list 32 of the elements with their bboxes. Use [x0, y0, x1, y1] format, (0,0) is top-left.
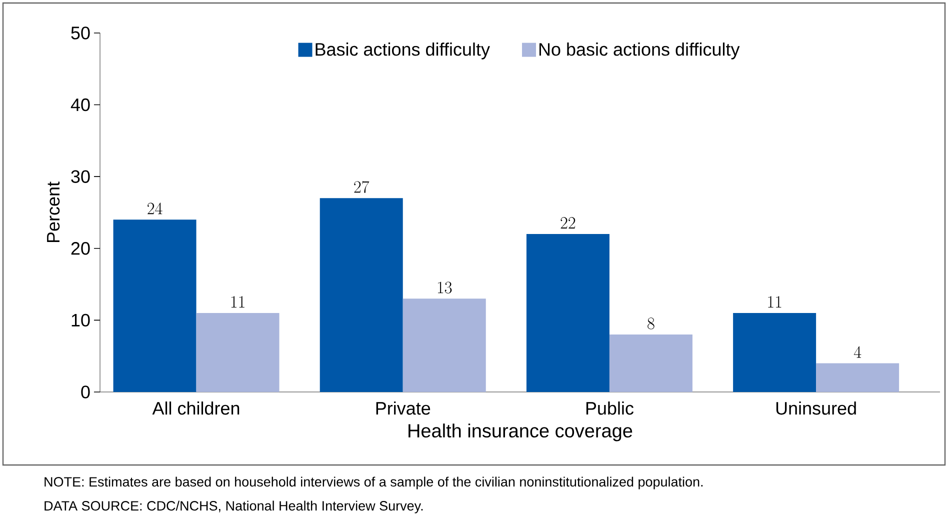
source-note: DATA SOURCE: CDC/NCHS, National Health Interview Survey. — [44, 500, 423, 514]
bar — [526, 234, 610, 392]
x-tick-label: Uninsured — [776, 402, 856, 415]
x-axis-title: Health insurance coverage — [408, 424, 632, 442]
y-tick-label: 10 — [72, 314, 90, 327]
y-tick-label: 50 — [71, 26, 90, 40]
data-label: 4 — [854, 346, 862, 358]
legend-label: No basic actions difficulty — [539, 42, 740, 60]
bar — [733, 313, 816, 392]
data-label: 24 — [148, 202, 162, 214]
bar — [402, 298, 486, 392]
text: NOTE: Estimates are based on household interviews of a sample of the civilian noninstitutionalized population. — [44, 476, 703, 490]
x-tick-label: Public — [586, 402, 634, 415]
bar — [196, 313, 280, 392]
data-label: 13 — [438, 282, 452, 294]
y-tick-label: 30 — [71, 170, 90, 183]
y-tick-label: 40 — [70, 98, 90, 112]
data-label: 22 — [560, 217, 576, 229]
bar — [609, 334, 692, 392]
legend-label: Basic actions difficulty — [316, 42, 490, 60]
y-tick-label: 0 — [81, 386, 90, 398]
y-tick-label: 20 — [71, 242, 90, 255]
data-label: 11 — [768, 296, 782, 308]
bar — [816, 363, 900, 392]
y-axis-title: Percent — [47, 182, 60, 242]
data-label: 8 — [648, 318, 654, 330]
bar — [320, 198, 403, 392]
bar — [113, 220, 196, 392]
data-label: 27 — [354, 180, 370, 193]
x-tick-label: All children — [152, 402, 240, 415]
x-tick-label: Private — [376, 402, 430, 415]
data-label: 11 — [231, 296, 244, 308]
